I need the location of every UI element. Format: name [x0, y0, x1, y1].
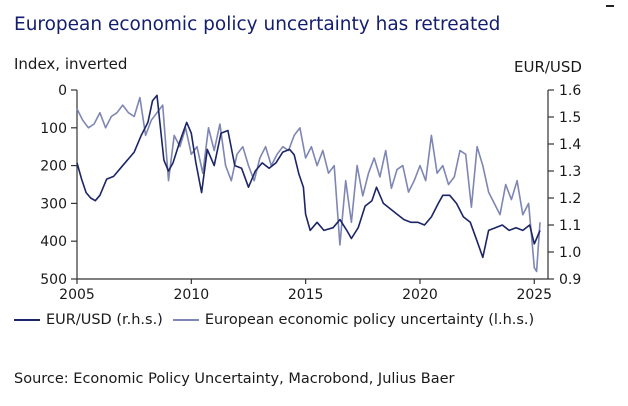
- axes: 0 100 200 300 400 500 0.9 1.0 1.1 1.2 1.3 1.4 1.5 1.6…: [40, 83, 581, 303]
- x-tick-label: 2025: [516, 287, 552, 303]
- left-axis-label: Index, inverted: [14, 55, 128, 73]
- right-tick-label: 1.1: [559, 218, 581, 234]
- left-tick-label: 200: [40, 159, 67, 175]
- source-note: Source: Economic Policy Uncertainty, Mac…: [14, 371, 455, 387]
- right-tick-label: 1.2: [559, 191, 581, 207]
- right-tick-label: 1.5: [559, 110, 581, 126]
- legend-swatch-eurusd: [14, 318, 40, 322]
- right-tick-label: 1.4: [559, 137, 581, 153]
- legend-label-epu: European economic policy uncertainty (l.…: [204, 312, 535, 328]
- x-tick-label: 2005: [59, 287, 95, 303]
- epu-series-line: [76, 96, 541, 273]
- right-axis-label: EUR/USD: [514, 58, 582, 76]
- left-tick-label: 0: [58, 83, 67, 99]
- x-tick-label: 2010: [174, 287, 210, 303]
- left-tick-label: 300: [40, 196, 67, 212]
- eurusd-series-line: [76, 94, 541, 259]
- left-tick-label: 100: [40, 121, 67, 137]
- series-layer: [76, 94, 541, 273]
- left-tick-label: 500: [40, 272, 67, 288]
- right-tick-label: 1.0: [559, 245, 581, 261]
- legend-swatch-epu: [172, 318, 199, 322]
- chart-title: European economic policy uncertainty has…: [14, 14, 501, 35]
- right-tick-label: 0.9: [559, 272, 581, 288]
- legend: EUR/USD (r.h.s.) European economic polic…: [14, 312, 534, 328]
- legend-label-eurusd: EUR/USD (r.h.s.): [46, 312, 163, 328]
- left-tick-label: 400: [40, 234, 67, 250]
- right-tick-label: 1.3: [559, 164, 581, 180]
- right-tick-label: 1.6: [559, 83, 581, 99]
- x-tick-label: 2020: [402, 287, 438, 303]
- corner-mark: [606, 5, 614, 7]
- x-tick-label: 2015: [288, 287, 324, 303]
